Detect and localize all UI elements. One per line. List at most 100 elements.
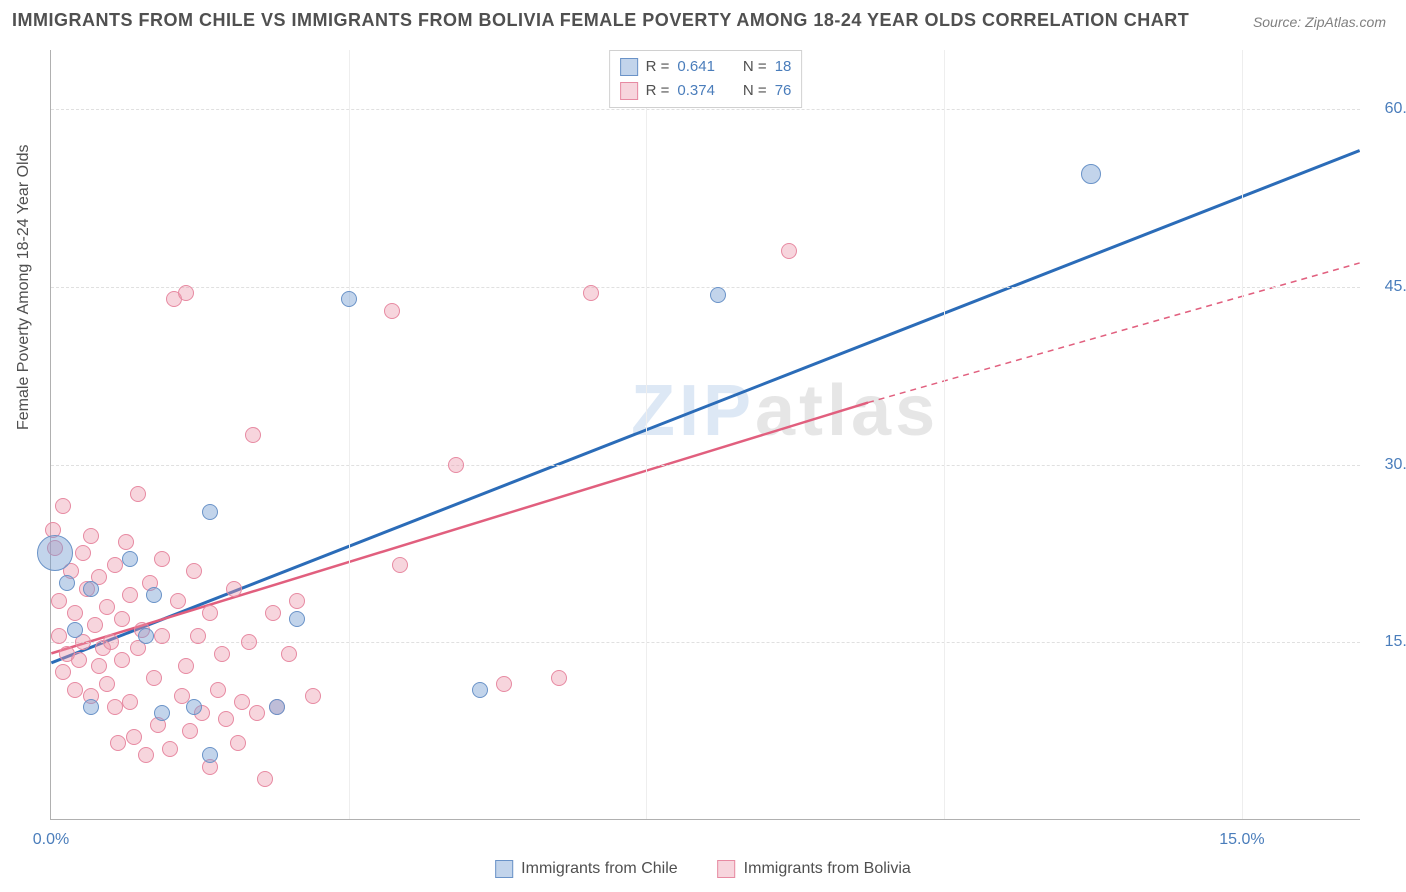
scatter-point (154, 628, 170, 644)
scatter-point (281, 646, 297, 662)
scatter-point (59, 575, 75, 591)
gridline-h (51, 287, 1360, 288)
scatter-point (202, 504, 218, 520)
scatter-point (214, 646, 230, 662)
scatter-point (118, 534, 134, 550)
ytick-label: 45.0% (1370, 278, 1406, 296)
scatter-point (448, 457, 464, 473)
scatter-point (99, 676, 115, 692)
gridline-v (1242, 50, 1243, 819)
scatter-point (51, 593, 67, 609)
legend-r-label: R = (646, 55, 670, 79)
scatter-point (67, 682, 83, 698)
scatter-point (75, 545, 91, 561)
scatter-point (138, 628, 154, 644)
legend-r-label: R = (646, 79, 670, 103)
gridline-h (51, 109, 1360, 110)
watermark-atlas: atlas (755, 371, 939, 451)
scatter-point (178, 658, 194, 674)
scatter-point (178, 285, 194, 301)
legend-n-label: N = (743, 79, 767, 103)
scatter-point (710, 287, 726, 303)
scatter-point (37, 535, 73, 571)
scatter-point (210, 682, 226, 698)
scatter-point (583, 285, 599, 301)
legend-label-chile: Immigrants from Chile (521, 860, 677, 878)
scatter-point (182, 723, 198, 739)
trend-line (51, 151, 1359, 663)
scatter-point (83, 581, 99, 597)
gridline-h (51, 465, 1360, 466)
scatter-point (71, 652, 87, 668)
scatter-point (130, 486, 146, 502)
chart-title: IMMIGRANTS FROM CHILE VS IMMIGRANTS FROM… (12, 10, 1189, 31)
scatter-point (265, 605, 281, 621)
scatter-point (186, 699, 202, 715)
ytick-label: 30.0% (1370, 456, 1406, 474)
scatter-point (245, 427, 261, 443)
xtick-label: 15.0% (1219, 831, 1264, 849)
legend-swatch-chile (620, 58, 638, 76)
scatter-point (186, 563, 202, 579)
trend-line (868, 263, 1360, 403)
scatter-point (230, 735, 246, 751)
scatter-point (341, 291, 357, 307)
legend-swatch-bolivia (620, 82, 638, 100)
legend-row-chile: R = 0.641 N = 18 (620, 55, 792, 79)
scatter-point (138, 747, 154, 763)
legend-n-label: N = (743, 55, 767, 79)
scatter-point (472, 682, 488, 698)
scatter-point (190, 628, 206, 644)
scatter-point (83, 699, 99, 715)
scatter-point (67, 605, 83, 621)
scatter-point (234, 694, 250, 710)
scatter-point (1081, 164, 1101, 184)
chart-plot-area: ZIPatlas R = 0.641 N = 18 R = 0.374 N = … (50, 50, 1360, 820)
scatter-point (305, 688, 321, 704)
legend-item-chile: Immigrants from Chile (495, 860, 677, 878)
ytick-label: 60.0% (1370, 100, 1406, 118)
scatter-point (154, 705, 170, 721)
scatter-point (269, 699, 285, 715)
legend-n-value: 76 (775, 79, 792, 103)
source-label: Source: ZipAtlas.com (1253, 14, 1386, 30)
legend-n-value: 18 (775, 55, 792, 79)
scatter-point (114, 611, 130, 627)
y-axis-label: Female Poverty Among 18-24 Year Olds (15, 145, 33, 431)
scatter-point (392, 557, 408, 573)
scatter-point (202, 605, 218, 621)
gridline-v (646, 50, 647, 819)
scatter-point (122, 587, 138, 603)
correlation-legend: R = 0.641 N = 18 R = 0.374 N = 76 (609, 50, 803, 108)
scatter-point (551, 670, 567, 686)
scatter-point (107, 699, 123, 715)
scatter-point (249, 705, 265, 721)
legend-r-value: 0.374 (677, 79, 715, 103)
series-legend: Immigrants from Chile Immigrants from Bo… (495, 860, 911, 878)
scatter-point (241, 634, 257, 650)
legend-swatch-chile-icon (495, 860, 513, 878)
scatter-point (87, 617, 103, 633)
scatter-point (170, 593, 186, 609)
scatter-point (51, 628, 67, 644)
scatter-point (122, 694, 138, 710)
scatter-point (114, 652, 130, 668)
scatter-point (202, 747, 218, 763)
scatter-point (107, 557, 123, 573)
scatter-point (154, 551, 170, 567)
scatter-point (103, 634, 119, 650)
legend-r-value: 0.641 (677, 55, 715, 79)
scatter-point (496, 676, 512, 692)
legend-label-bolivia: Immigrants from Bolivia (744, 860, 911, 878)
watermark-zip: ZIP (631, 371, 755, 451)
scatter-point (384, 303, 400, 319)
scatter-point (226, 581, 242, 597)
legend-item-bolivia: Immigrants from Bolivia (718, 860, 911, 878)
scatter-point (99, 599, 115, 615)
scatter-point (781, 243, 797, 259)
scatter-point (289, 593, 305, 609)
legend-swatch-bolivia-icon (718, 860, 736, 878)
scatter-point (110, 735, 126, 751)
scatter-point (146, 587, 162, 603)
scatter-point (67, 622, 83, 638)
